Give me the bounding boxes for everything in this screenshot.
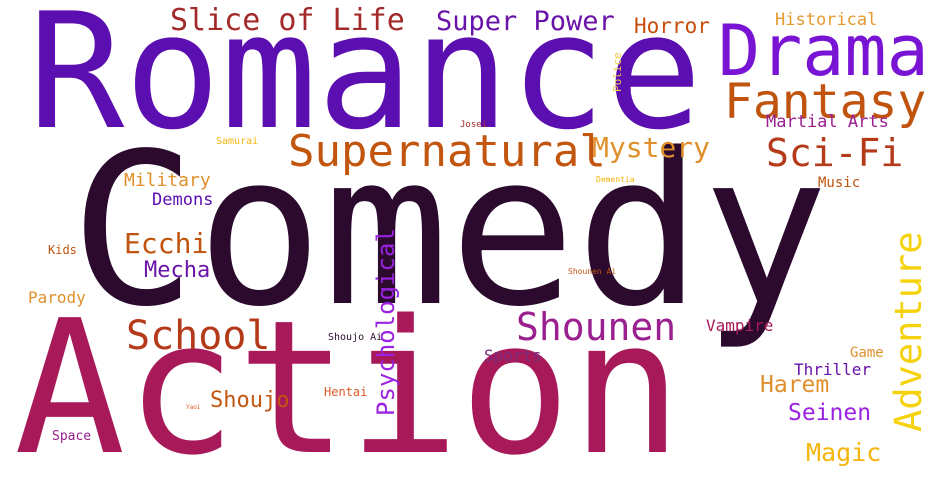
- word-sci-fi: Sci-Fi: [766, 131, 904, 175]
- word-vampire: Vampire: [706, 316, 774, 335]
- word-mecha: Mecha: [144, 258, 211, 283]
- word-comedy: Comedy: [70, 108, 829, 353]
- word-fantasy: Fantasy: [724, 74, 927, 130]
- word-slice-of-life: Slice of Life: [170, 3, 405, 38]
- word-horror: Horror: [634, 14, 710, 38]
- word-shounen: Shounen: [516, 305, 677, 349]
- word-sports: Sports: [484, 346, 542, 365]
- word-demons: Demons: [152, 190, 214, 210]
- word-thriller: Thriller: [794, 360, 872, 379]
- word-samurai: Samurai: [216, 136, 259, 147]
- word-historical: Historical: [775, 10, 878, 30]
- word-dementia: Dementia: [596, 175, 635, 184]
- word-game: Game: [850, 345, 884, 361]
- word-military: Military: [124, 170, 211, 191]
- word-action: Action: [14, 280, 683, 496]
- word-romance: Romance: [28, 0, 703, 165]
- word-ecchi: Ecchi: [124, 227, 209, 260]
- word-drama: Drama: [718, 10, 929, 92]
- word-police: Police: [611, 52, 624, 92]
- word-mystery: Mystery: [592, 131, 711, 164]
- word-music: Music: [818, 175, 861, 191]
- word-adventure: Adventure: [887, 231, 930, 432]
- word-super-power: Super Power: [436, 6, 615, 37]
- word-shounen-ai: Shounen Ai: [568, 267, 617, 276]
- word-supernatural: Supernatural: [288, 126, 606, 177]
- word-psychological: Psychological: [372, 228, 400, 416]
- word-seinen: Seinen: [788, 400, 872, 426]
- word-shoujo-ai: Shoujo Ai: [328, 332, 383, 343]
- word-hentai: Hentai: [324, 385, 368, 399]
- word-school: School: [126, 313, 271, 359]
- word-kids: Kids: [48, 243, 77, 257]
- word-parody: Parody: [28, 288, 86, 307]
- word-shoujo: Shoujo: [210, 388, 290, 413]
- word-space: Space: [52, 429, 92, 444]
- word-yaoi: Yaoi: [186, 404, 201, 411]
- word-josei: Josei: [460, 120, 488, 130]
- word-cloud: Comedy Action Romance Drama Fantasy Slic…: [14, 0, 930, 496]
- word-magic: Magic: [806, 438, 882, 467]
- word-martial-arts: Martial Arts: [766, 112, 889, 132]
- word-harem: Harem: [760, 372, 830, 398]
